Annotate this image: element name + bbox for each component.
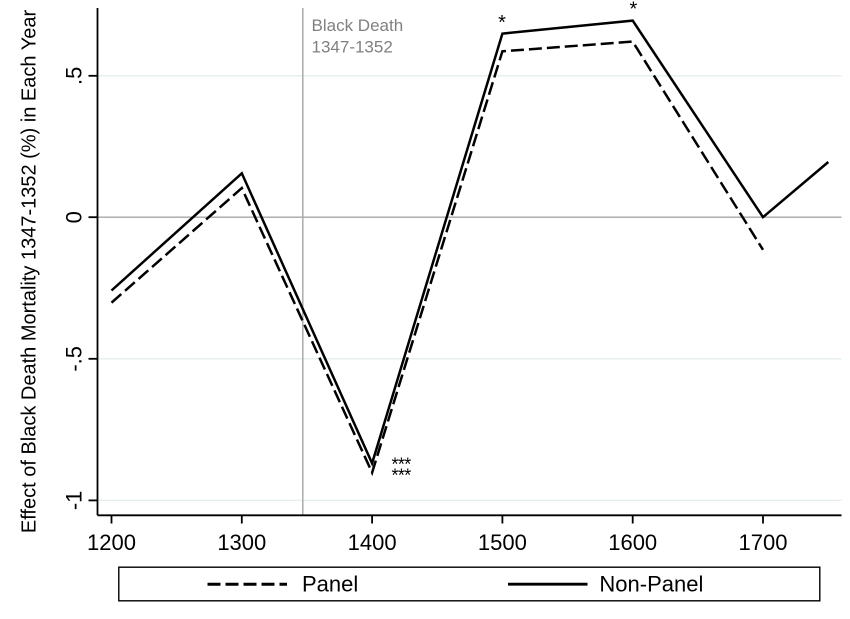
svg-text:*: * [630,0,638,20]
svg-text:1600: 1600 [608,530,657,555]
svg-text:.5: .5 [62,67,87,85]
svg-text:Black Death: Black Death [312,16,404,35]
svg-text:1300: 1300 [217,530,266,555]
svg-text:***: *** [392,455,412,475]
svg-text:-.5: -.5 [62,346,87,372]
svg-text:0: 0 [62,211,87,223]
svg-text:Panel: Panel [302,572,358,597]
svg-text:1400: 1400 [348,530,397,555]
svg-text:***: *** [392,465,412,485]
svg-text:1700: 1700 [739,530,788,555]
svg-text:-1: -1 [62,491,87,511]
svg-text:*: * [498,12,506,34]
svg-text:1200: 1200 [87,530,136,555]
svg-text:1500: 1500 [478,530,527,555]
svg-text:Effect of Black Death Mortalit: Effect of Black Death Mortality 1347-135… [19,10,41,534]
svg-text:Non-Panel: Non-Panel [599,572,703,597]
svg-text:1347-1352: 1347-1352 [312,38,393,57]
